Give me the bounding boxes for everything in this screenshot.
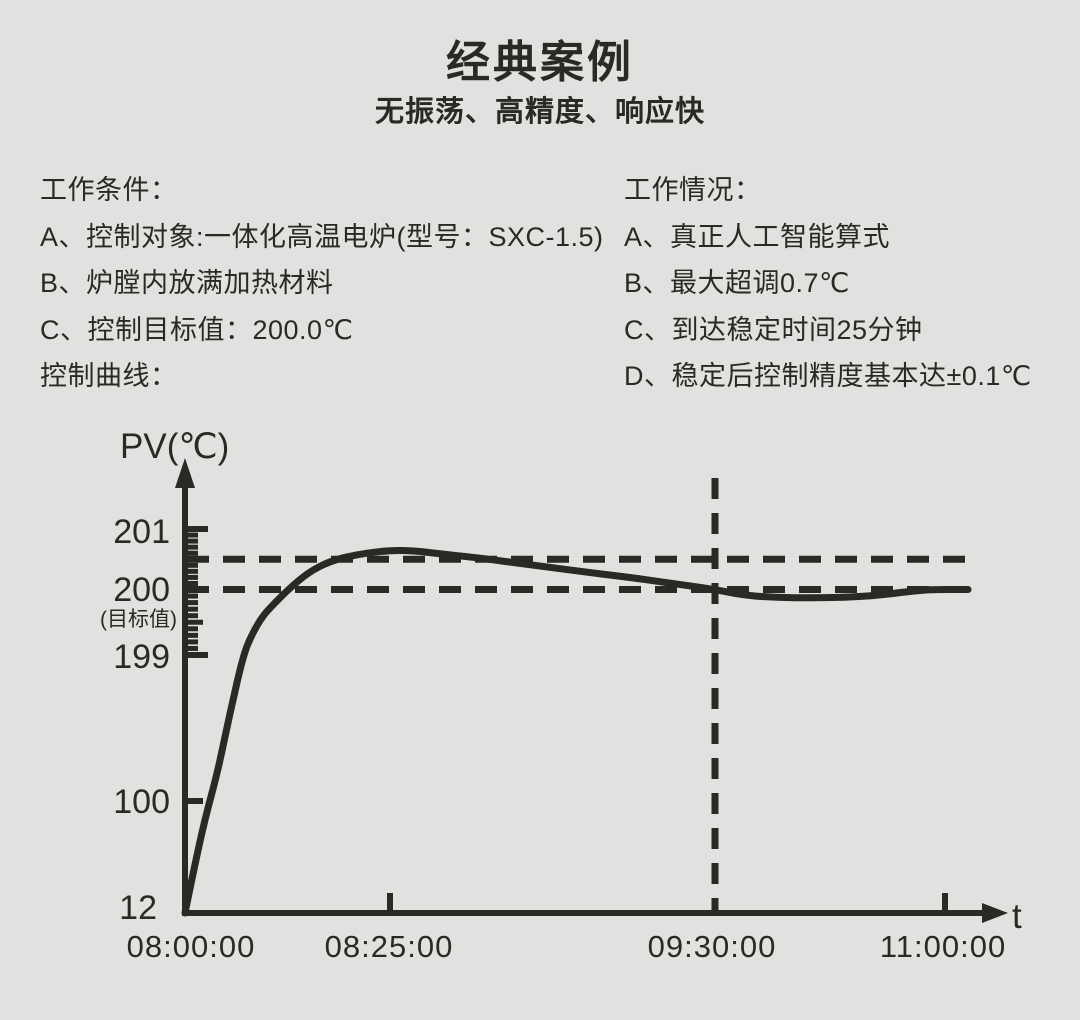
performance-heading: 工作情况： (624, 175, 762, 205)
pv-curve (181, 546, 972, 917)
condition-item-b: B、炉膛内放满加热材料 (40, 268, 334, 298)
page-title: 经典案例 (446, 38, 634, 87)
x-axis-arrow-icon (982, 903, 1008, 923)
y-tick-199: 199 (113, 638, 170, 676)
x-axis-title: t (1012, 897, 1022, 936)
performance-item-d: D、稳定后控制精度基本达±0.1℃ (624, 361, 1032, 391)
working-performance-block: 工作情况： A、真正人工智能算式 B、最大超调0.7℃ C、到达稳定时间25分钟… (624, 167, 1032, 400)
condition-item-c: C、控制目标值：200.0℃ (40, 314, 354, 345)
control-curve-caption: 控制曲线： (40, 361, 178, 391)
y-tick-12: 12 (119, 889, 157, 927)
x-tick-1100: 11:00:00 (880, 929, 1006, 964)
y-tick-100: 100 (113, 783, 170, 821)
x-tick-0930: 09:30:00 (648, 929, 777, 964)
performance-item-b: B、最大超调0.7℃ (624, 268, 850, 298)
x-axis-ticks (387, 893, 948, 913)
y-axis-arrow-icon (175, 458, 195, 488)
y-axis-ruler-ticks (185, 526, 208, 804)
working-conditions-block: 工作条件： A、控制对象:一体化高温电炉(型号：SXC-1.5) B、炉膛内放满… (40, 167, 604, 400)
condition-item-a: A、控制对象:一体化高温电炉(型号：SXC-1.5) (40, 221, 604, 252)
page-subtitle: 无振荡、高精度、响应快 (374, 96, 705, 128)
conditions-heading: 工作条件： (40, 175, 178, 205)
x-tick-0825: 08:25:00 (325, 929, 454, 964)
performance-item-a: A、真正人工智能算式 (624, 221, 891, 252)
y-axis-title: PV(℃) (120, 427, 229, 466)
performance-item-c: C、到达稳定时间25分钟 (624, 314, 923, 345)
x-tick-0800: 08:00:00 (127, 929, 256, 964)
target-value-note: (目标值) (100, 608, 177, 631)
y-tick-200: 200 (113, 571, 170, 609)
y-tick-201: 201 (113, 513, 170, 551)
